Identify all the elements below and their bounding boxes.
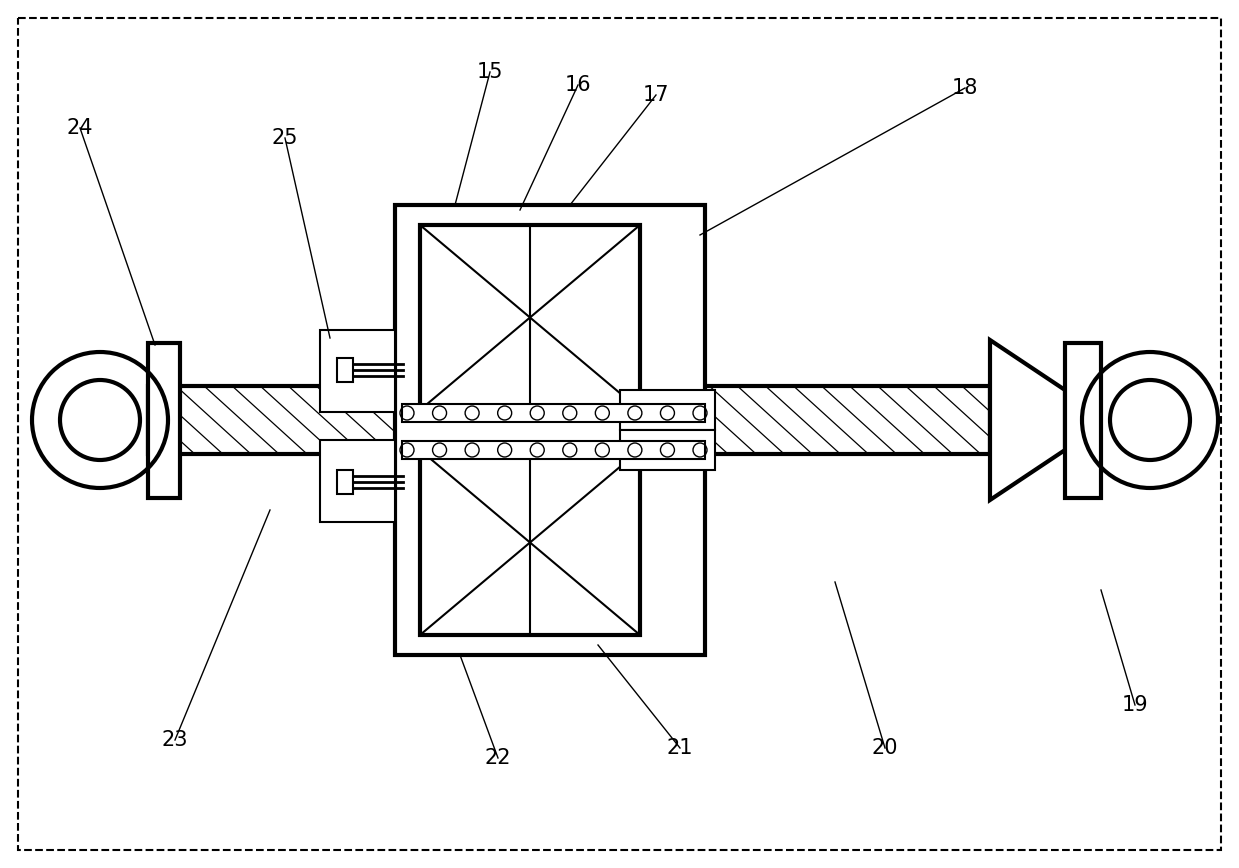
Bar xyxy=(395,205,705,655)
Text: 18: 18 xyxy=(952,78,978,98)
Bar xyxy=(401,441,705,459)
Text: 22: 22 xyxy=(484,748,512,768)
Polygon shape xyxy=(19,18,1220,850)
Text: 25: 25 xyxy=(271,128,299,148)
Text: 21: 21 xyxy=(667,738,694,758)
Bar xyxy=(620,430,715,470)
Text: 15: 15 xyxy=(477,62,503,82)
Text: 19: 19 xyxy=(1121,695,1149,715)
Bar xyxy=(320,440,395,522)
Bar xyxy=(620,390,715,430)
Bar xyxy=(320,330,395,412)
Bar xyxy=(147,386,990,454)
Bar xyxy=(337,358,353,382)
Bar xyxy=(1066,343,1101,497)
Bar xyxy=(147,343,180,497)
Text: 24: 24 xyxy=(67,118,93,138)
Bar xyxy=(337,470,353,494)
Text: 17: 17 xyxy=(643,85,669,105)
Text: 23: 23 xyxy=(162,730,188,750)
Polygon shape xyxy=(990,340,1066,500)
Bar xyxy=(401,404,705,422)
Bar xyxy=(420,225,641,410)
Text: 16: 16 xyxy=(565,75,591,95)
Text: 20: 20 xyxy=(872,738,898,758)
Bar xyxy=(420,450,641,635)
